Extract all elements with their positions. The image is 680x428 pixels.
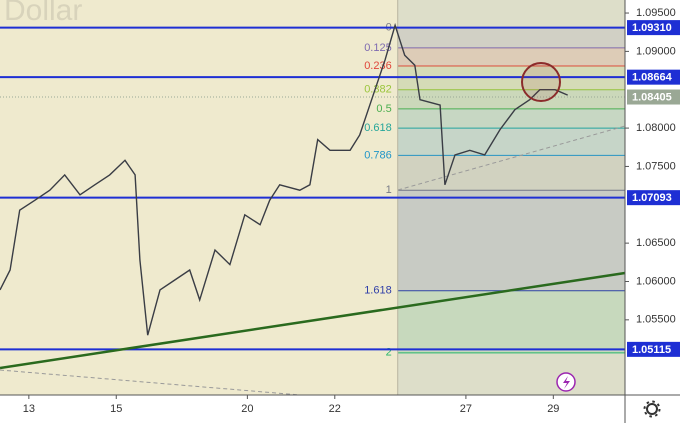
- fib-band: [397, 27, 625, 48]
- y-tick-label: 1.09500: [636, 7, 676, 19]
- fib-label: 1: [386, 184, 392, 196]
- x-tick-label: 27: [460, 403, 472, 415]
- x-tick-label: 13: [23, 403, 35, 415]
- highlight-circle: [521, 62, 561, 102]
- fib-label: 0.5: [376, 103, 391, 115]
- fib-label: 0.618: [364, 122, 392, 134]
- trend-line-dashed: [0, 369, 301, 396]
- x-tick-label: 22: [329, 403, 341, 415]
- y-tick-label: 1.09000: [636, 45, 676, 57]
- fib-band: [397, 190, 625, 291]
- price-box-label: 1.07093: [632, 192, 672, 204]
- gear[interactable]: [646, 403, 658, 415]
- price-box: [627, 89, 680, 105]
- y-tick-label: 1.08000: [636, 122, 676, 134]
- fib-band: [397, 108, 625, 129]
- price-box: [627, 20, 680, 36]
- price-box: [627, 341, 680, 357]
- trend-line: [0, 271, 626, 370]
- y-tick-label: 1.06000: [636, 275, 676, 287]
- x-tick-label: 20: [241, 403, 253, 415]
- settings-icon[interactable]: [643, 400, 661, 418]
- fib-band: [397, 155, 625, 191]
- y-tick-label: 1.06500: [636, 237, 676, 249]
- y-tick-label: 1.05500: [636, 314, 676, 326]
- fib-band: [397, 290, 625, 353]
- fib-label: 0.125: [364, 42, 392, 54]
- lines: [0, 26, 625, 351]
- trend-line-dashed: [397, 125, 626, 191]
- price-box-label: 1.08405: [632, 91, 672, 103]
- y-axis-area: [625, 0, 680, 423]
- fib-label: 2: [386, 347, 392, 359]
- watermark: Dollar: [4, 0, 82, 27]
- fib-label: 0.236: [364, 60, 392, 72]
- price-box-label: 1.05115: [632, 344, 671, 356]
- y-tick-label: 1.07500: [636, 160, 676, 172]
- fib-label: 0.786: [364, 149, 392, 161]
- gear-teeth[interactable]: [643, 400, 661, 418]
- price-box-label: 1.09310: [632, 22, 672, 34]
- event-bolt: [563, 376, 570, 389]
- x-tick-label: 29: [547, 403, 559, 415]
- fib-band: [397, 128, 625, 156]
- price-box-label: 1.08664: [632, 72, 673, 84]
- x-axis-area: [0, 395, 625, 423]
- x-tick-label: 15: [110, 403, 122, 415]
- price: [0, 22, 568, 336]
- price-line: [0, 22, 568, 336]
- price-box: [627, 190, 680, 206]
- price-box: [627, 69, 680, 85]
- fib-band: [397, 89, 625, 109]
- fib-band: [397, 47, 625, 66]
- axes: 1.09500 1.09000 1.08000 1.07500 1.06500 1.060…: [23, 7, 680, 415]
- fib-label: 1.618: [364, 285, 392, 297]
- fib-label: 0.382: [364, 84, 392, 96]
